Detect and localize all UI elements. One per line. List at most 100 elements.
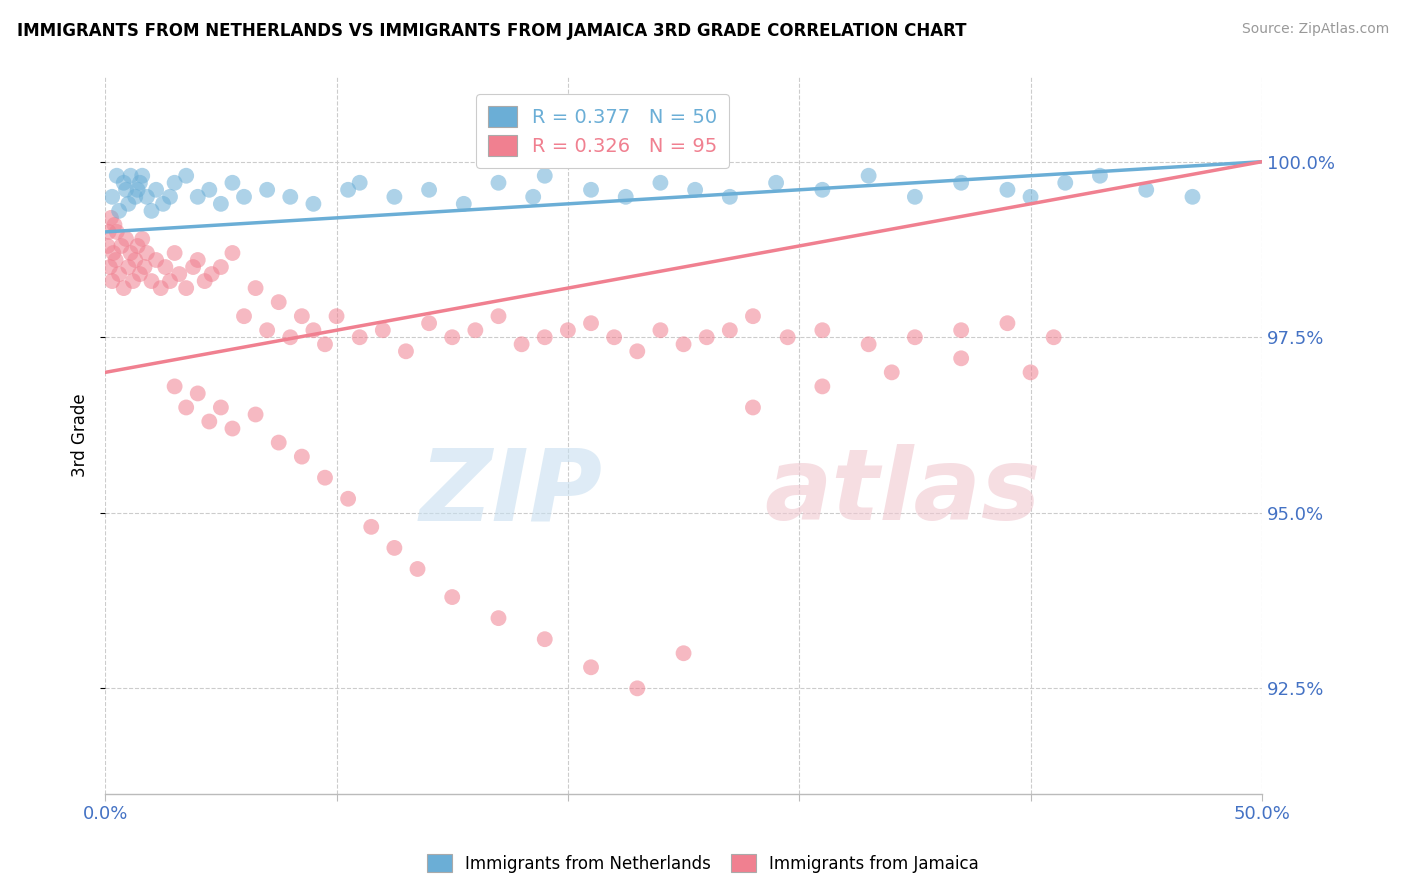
Point (209, 197, 232, 211)
Point (101, 190, 124, 204)
Point (135, 246, 157, 260)
Point (181, 260, 204, 274)
Point (384, 541, 406, 555)
Point (127, 239, 149, 253)
Point (650, 176, 672, 190)
Point (406, 562, 429, 576)
Point (579, 660, 602, 674)
Point (101, 274, 124, 288)
Point (464, 323, 486, 337)
Point (650, 323, 672, 337)
Point (950, 351, 973, 366)
Point (155, 260, 177, 274)
Point (152, 197, 174, 211)
Point (533, 632, 555, 647)
Point (614, 190, 637, 204)
Point (149, 281, 172, 295)
Point (131, 169, 153, 183)
Point (115, 232, 138, 246)
Point (950, 176, 973, 190)
Point (776, 330, 799, 344)
Point (291, 450, 314, 464)
Point (163, 246, 186, 260)
Point (124, 252, 146, 267)
Point (97, 225, 120, 239)
Point (256, 323, 278, 337)
Point (742, 401, 765, 415)
Point (603, 330, 626, 344)
Point (904, 190, 927, 204)
Point (187, 190, 209, 204)
Point (683, 183, 706, 197)
Point (811, 379, 834, 393)
Point (122, 274, 145, 288)
Legend: Immigrants from Netherlands, Immigrants from Jamaica: Immigrants from Netherlands, Immigrants … (420, 847, 986, 880)
Point (997, 316, 1019, 330)
Point (349, 176, 371, 190)
Point (112, 281, 135, 295)
Point (112, 176, 135, 190)
Text: Source: ZipAtlas.com: Source: ZipAtlas.com (1241, 22, 1389, 37)
Y-axis label: 3rd Grade: 3rd Grade (72, 393, 89, 477)
Point (98, 260, 121, 274)
Legend: R = 0.377   N = 50, R = 0.326   N = 95: R = 0.377 N = 50, R = 0.326 N = 95 (477, 95, 730, 168)
Point (256, 183, 278, 197)
Point (522, 190, 544, 204)
Point (105, 225, 128, 239)
Point (221, 421, 243, 435)
Point (858, 169, 880, 183)
Point (371, 323, 394, 337)
Point (108, 267, 131, 281)
Point (209, 401, 232, 415)
Point (135, 190, 157, 204)
Point (314, 471, 336, 485)
Point (141, 203, 163, 218)
Point (302, 323, 325, 337)
Point (1019, 365, 1042, 379)
Point (198, 415, 221, 429)
Point (127, 183, 149, 197)
Point (174, 169, 197, 183)
Point (337, 491, 360, 506)
Text: atlas: atlas (765, 444, 1040, 541)
Point (672, 337, 695, 351)
Point (120, 169, 142, 183)
Point (209, 260, 232, 274)
Point (120, 246, 142, 260)
Point (110, 239, 132, 253)
Point (579, 316, 602, 330)
Point (314, 337, 336, 351)
Point (441, 590, 464, 604)
Point (108, 203, 131, 218)
Point (104, 252, 127, 267)
Point (626, 681, 648, 696)
Point (360, 520, 382, 534)
Point (131, 232, 153, 246)
Point (159, 190, 181, 204)
Point (337, 183, 360, 197)
Point (672, 646, 695, 660)
Point (579, 183, 602, 197)
Point (174, 401, 197, 415)
Point (187, 386, 209, 401)
Point (124, 190, 146, 204)
Point (395, 344, 418, 359)
Point (349, 330, 371, 344)
Point (167, 267, 190, 281)
Point (278, 190, 301, 204)
Point (103, 246, 125, 260)
Point (174, 281, 197, 295)
Point (278, 330, 301, 344)
Text: IMMIGRANTS FROM NETHERLANDS VS IMMIGRANTS FROM JAMAICA 3RD GRADE CORRELATION CHA: IMMIGRANTS FROM NETHERLANDS VS IMMIGRANT… (17, 22, 966, 40)
Point (488, 309, 510, 323)
Point (221, 176, 243, 190)
Point (105, 169, 128, 183)
Point (1135, 183, 1157, 197)
Point (245, 408, 267, 422)
Point (245, 281, 267, 295)
Point (163, 379, 186, 393)
Point (187, 252, 209, 267)
Point (145, 183, 167, 197)
Point (441, 330, 464, 344)
Point (880, 365, 903, 379)
